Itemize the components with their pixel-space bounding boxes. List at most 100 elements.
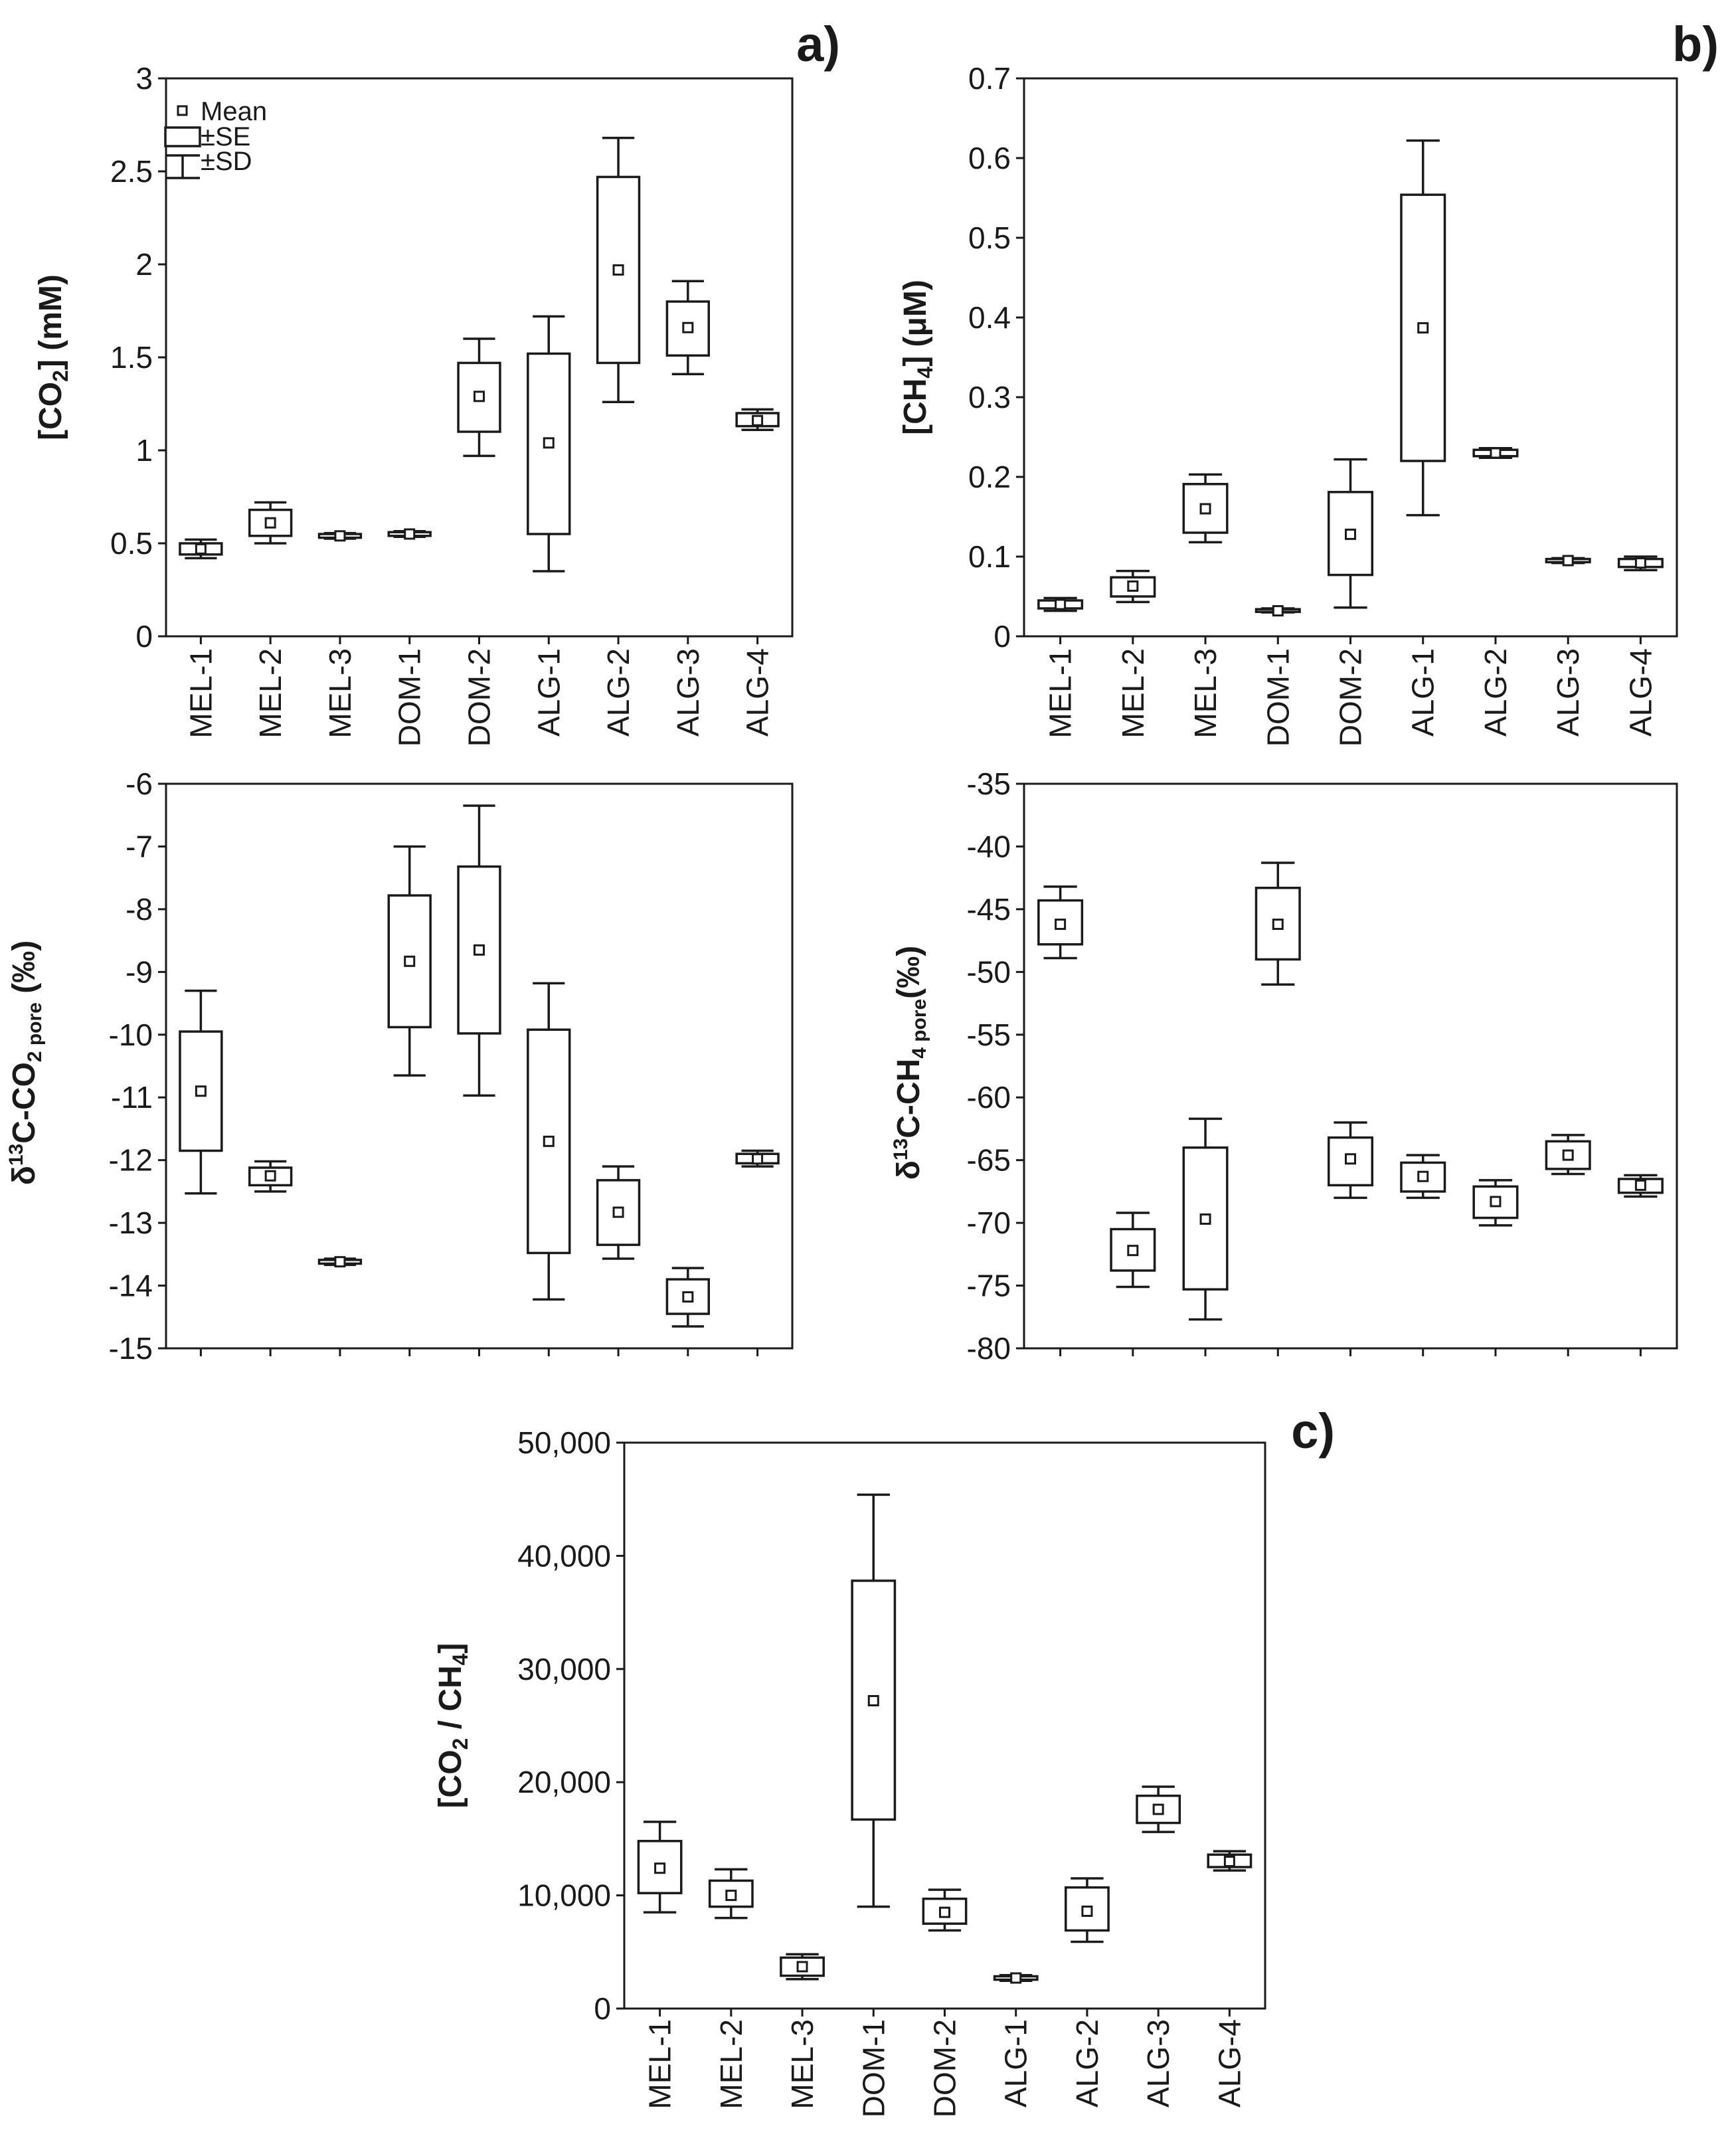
y-tick-label: -80 — [967, 1331, 1011, 1366]
mean-marker — [1055, 919, 1067, 931]
mean-marker — [1562, 1149, 1574, 1161]
x-category-label: ALG-3 — [1141, 2019, 1175, 2108]
mean-marker — [1127, 580, 1139, 592]
box-marks-ratio — [637, 1493, 1253, 2017]
x-category-label: ALG-2 — [1478, 648, 1513, 737]
x-category-label: MEL-1 — [643, 2019, 677, 2109]
y-tick-label: 0.3 — [968, 380, 1011, 414]
y-tick-label: -14 — [109, 1269, 153, 1303]
panel-label-a: a) — [796, 17, 840, 72]
mean-marker — [682, 321, 694, 333]
y-tick-label: 0.5 — [968, 221, 1011, 255]
x-category-label: ALG-2 — [1070, 2019, 1104, 2108]
legend-sd-marker — [165, 154, 200, 179]
y-tick-label: 0 — [135, 619, 153, 654]
y-tick-label: -40 — [967, 829, 1011, 863]
y-tick-label: 1 — [135, 433, 153, 468]
x-category-label: DOM-2 — [1334, 648, 1368, 747]
y-ticks-ch4: 0 0.1 0.2 0.3 0.4 0.5 0.6 0.7 — [968, 61, 1024, 654]
mean-marker — [1127, 1245, 1139, 1257]
box-marks-ch4 — [1037, 139, 1664, 644]
y-tick-label: 0.4 — [968, 300, 1011, 335]
y-tick-label: -8 — [126, 892, 153, 927]
se-box — [1400, 1161, 1446, 1193]
mean-marker — [796, 1961, 808, 1973]
x-category-label: ALG-4 — [1212, 2019, 1247, 2108]
mean-marker — [1345, 1153, 1356, 1165]
mean-marker — [1634, 557, 1646, 569]
y-tick-label: -45 — [967, 892, 1011, 927]
mean-marker — [264, 1170, 276, 1182]
mean-marker — [474, 391, 485, 403]
x-category-label: ALG-4 — [1623, 648, 1658, 737]
y-tick-label: 10,000 — [517, 1878, 611, 1913]
x-category-label: MEL-2 — [253, 648, 288, 738]
mean-marker — [543, 1135, 555, 1147]
y-tick-label: 0.1 — [968, 539, 1011, 574]
y-tick-label: -55 — [967, 1018, 1011, 1052]
y-ticks-d13c-ch4: -80 -75 -70 -65 -60 -55 -50 -45 -40 -35 — [967, 766, 1024, 1366]
x-category-label: DOM-2 — [462, 648, 497, 747]
y-tick-label: 0 — [994, 619, 1011, 654]
y-ticks-d13c-co2: -15 -14 -13 -12 -11 -10 -9 -8 -7 -6 — [109, 766, 166, 1366]
x-category-label: MEL-1 — [1043, 648, 1078, 738]
y-axis-label-ratio: [CO2 / CH4] — [433, 1643, 472, 1809]
y-tick-label: -7 — [126, 829, 153, 863]
y-tick-label: -15 — [109, 1331, 153, 1366]
x-category-label: ALG-4 — [740, 648, 775, 737]
x-category-label: MEL-3 — [323, 648, 357, 738]
panel-co2: a) [CO2] (mM) 00.511.522.53 MEL-1 MEL-2 ME… — [33, 17, 840, 747]
x-category-label: DOM-2 — [928, 2019, 962, 2117]
mean-marker — [1223, 1855, 1235, 1867]
mean-marker — [1417, 322, 1429, 334]
mean-marker — [474, 944, 485, 956]
y-ticks-co2: 0 0.5 1 1.5 2 2.5 3 — [110, 61, 166, 654]
panel-d13c-ch4: δ13C-CH4 pore(‰) -80 -75 -70 -65 -60 -55 -50 -4… — [890, 766, 1678, 1366]
mean-marker — [612, 264, 624, 276]
mean-marker — [1272, 605, 1284, 617]
mean-marker — [1490, 447, 1502, 459]
mean-marker — [654, 1862, 666, 1874]
mean-marker — [195, 1085, 207, 1097]
mean-marker — [404, 955, 416, 967]
mean-marker — [1272, 919, 1284, 931]
mean-marker — [1345, 528, 1356, 540]
y-axis-label-ch4: [CH4] (μM) — [898, 280, 937, 435]
y-axis-label-d13c-co2: δ13C-CO2 pore (‰) — [5, 941, 46, 1185]
x-category-label: DOM-1 — [856, 2019, 891, 2117]
panel-ratio: c) [CO2 / CH4] 0 10,000 20,000 30,000 40,000… — [433, 1403, 1335, 2117]
legend-sd-label: ±SD — [201, 147, 252, 176]
y-tick-label: -50 — [967, 954, 1011, 989]
y-tick-label: 0 — [594, 1991, 611, 2026]
mean-marker — [1055, 598, 1067, 610]
mean-marker — [1490, 1196, 1502, 1208]
y-axis-label-co2: [CO2] (mM) — [33, 274, 72, 440]
y-tick-label: 20,000 — [517, 1765, 611, 1799]
legend-mean-marker — [177, 105, 188, 116]
box-marks-d13c-co2 — [179, 804, 780, 1356]
y-tick-label: -65 — [967, 1143, 1011, 1178]
x-category-label: MEL-1 — [183, 648, 218, 738]
mean-marker — [543, 437, 555, 449]
y-tick-label: -9 — [126, 954, 153, 989]
x-category-label: ALG-3 — [1551, 648, 1585, 737]
y-axis-label-d13c-ch4: δ13C-CH4 pore(‰) — [890, 946, 930, 1180]
y-tick-label: -13 — [109, 1206, 153, 1240]
mean-marker — [1199, 503, 1211, 515]
panel-ch4: b) [CH4] (μM) 0 0.1 0.2 0.3 0.4 0.5 0.6 0.7 MEL… — [898, 17, 1719, 747]
x-categories-co2: MEL-1 MEL-2 MEL-3 DOM-1 DOM-2 ALG-1 ALG-2 ALG-3… — [183, 648, 774, 747]
y-tick-label: -75 — [967, 1269, 1011, 1303]
y-tick-label: 3 — [135, 61, 153, 96]
mean-marker — [334, 530, 346, 542]
mean-marker — [1152, 1803, 1164, 1815]
x-category-label: DOM-1 — [392, 648, 427, 747]
x-category-label: DOM-1 — [1260, 648, 1295, 747]
x-category-label: MEL-3 — [1188, 648, 1223, 738]
panel-label-c: c) — [1291, 1403, 1335, 1459]
x-category-label: ALG-2 — [601, 648, 636, 737]
y-tick-label: 2 — [135, 247, 153, 282]
y-ticks-ratio: 0 10,000 20,000 30,000 40,000 50,000 — [517, 1425, 624, 2026]
mean-marker — [867, 1695, 879, 1707]
y-tick-label: 0.5 — [110, 526, 153, 561]
